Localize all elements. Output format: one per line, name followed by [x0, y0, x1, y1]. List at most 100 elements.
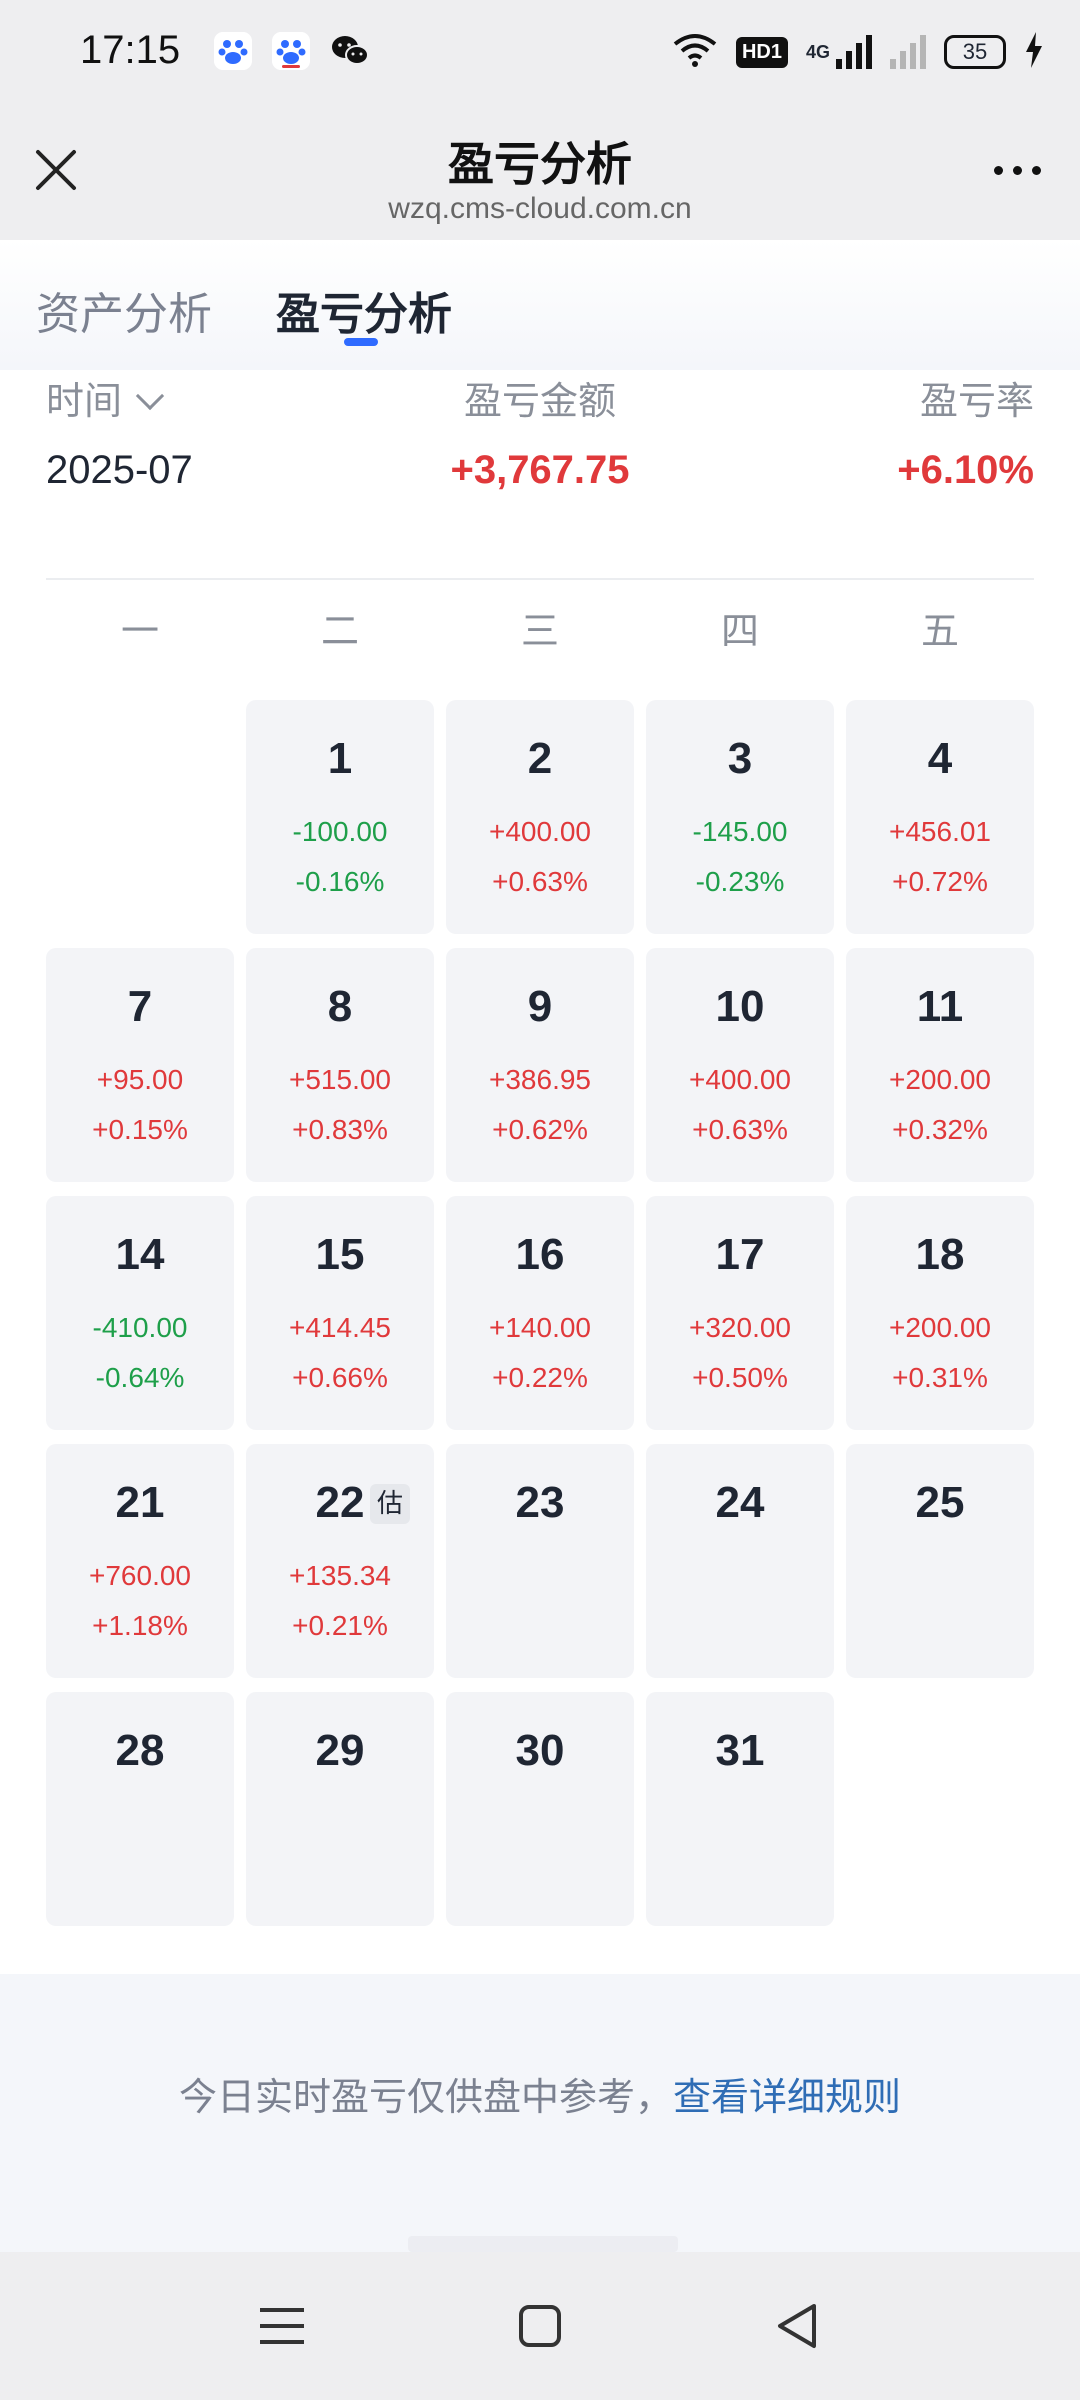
- day-pnl-rate: +0.21%: [292, 1610, 388, 1641]
- day-number: 29: [315, 1726, 365, 1775]
- day-number: 28: [115, 1726, 165, 1775]
- selected-month[interactable]: 2025-07: [46, 448, 193, 492]
- status-indicators: HD1 4G 35: [672, 30, 1044, 74]
- calendar-day-cell[interactable]: 18 +200.00 +0.31%: [846, 1196, 1034, 1430]
- home-square-icon: [519, 2305, 561, 2347]
- day-pnl-rate: +0.50%: [692, 1362, 788, 1393]
- active-tab-indicator: [344, 338, 378, 346]
- weekday-header: 一 二 三 四 五: [46, 600, 1034, 653]
- calendar-day-cell[interactable]: 29: [246, 1692, 434, 1926]
- day-pnl-amount: +200.00: [889, 1312, 991, 1343]
- day-number: 4: [927, 734, 953, 783]
- time-selector[interactable]: 时间: [46, 370, 165, 425]
- day-pnl-rate: +0.32%: [892, 1114, 988, 1145]
- calendar-day-cell[interactable]: 9 +386.95 +0.62%: [446, 948, 634, 1182]
- weekday-label: 一: [120, 609, 159, 653]
- more-options-button[interactable]: [982, 150, 1052, 190]
- day-pnl-amount: -410.00: [92, 1312, 188, 1343]
- recent-apps-button[interactable]: [252, 2296, 312, 2356]
- calendar-day-cell[interactable]: 22 估 +135.34 +0.21%: [246, 1444, 434, 1678]
- calendar-day-cell[interactable]: 23: [446, 1444, 634, 1678]
- calendar-day-cell[interactable]: 14 -410.00 -0.64%: [46, 1196, 234, 1430]
- tab-pnl-analysis[interactable]: 盈亏分析: [276, 289, 452, 340]
- calendar-day-cell[interactable]: 28: [46, 1692, 234, 1926]
- calendar-day-cell[interactable]: 7 +95.00 +0.15%: [46, 948, 234, 1182]
- pnl-summary: 时间 盈亏金额 盈亏率 2025-07 +3,767.75 +6.10%: [0, 370, 1080, 580]
- weekday-label: 二: [320, 609, 359, 653]
- divider: [46, 578, 1034, 580]
- footer-note: 今日实时盈亏仅供盘中参考，查看详细规则: [0, 2066, 1080, 2121]
- day-number: 25: [915, 1478, 965, 1527]
- calendar-day-cell[interactable]: 21 +760.00 +1.18%: [46, 1444, 234, 1678]
- battery-icon: 35: [944, 35, 1006, 69]
- day-pnl-amount: -145.00: [692, 816, 788, 847]
- day-pnl-rate: +0.83%: [292, 1114, 388, 1145]
- calendar-day-cell[interactable]: 31: [646, 1692, 834, 1926]
- calendar-day-cell[interactable]: 1 -100.00 -0.16%: [246, 700, 434, 934]
- calendar-day-cell[interactable]: 30: [446, 1692, 634, 1926]
- calendar-day-cell[interactable]: 8 +515.00 +0.83%: [246, 948, 434, 1182]
- weekday-label: 五: [920, 609, 959, 653]
- rate-label: 盈亏率: [919, 379, 1034, 423]
- total-pnl-amount: +3,767.75: [450, 448, 630, 492]
- day-pnl-rate: -0.16%: [295, 866, 385, 897]
- close-button[interactable]: [28, 142, 84, 198]
- home-button[interactable]: [510, 2296, 570, 2356]
- calendar-day-cell[interactable]: 10 +400.00 +0.63%: [646, 948, 834, 1182]
- view-rules-link[interactable]: 查看详细规则: [673, 2075, 902, 2119]
- day-number: 31: [715, 1726, 765, 1775]
- calendar-day-cell[interactable]: 4 +456.01 +0.72%: [846, 700, 1034, 934]
- tab-asset-analysis[interactable]: 资产分析: [36, 289, 212, 340]
- hd-icon: HD1: [735, 36, 788, 68]
- day-pnl-amount: +140.00: [489, 1312, 591, 1343]
- day-pnl-rate: -0.64%: [95, 1362, 185, 1393]
- day-number: 23: [515, 1478, 565, 1527]
- day-pnl-rate: +1.18%: [92, 1610, 188, 1641]
- day-number: 10: [715, 982, 765, 1031]
- calendar-day-cell[interactable]: 24: [646, 1444, 834, 1678]
- page-url: wzq.cms-cloud.com.cn: [388, 192, 692, 225]
- more-dots-icon: [993, 165, 1003, 175]
- menu-icon: [260, 2308, 304, 2344]
- day-pnl-rate: +0.63%: [492, 866, 588, 897]
- day-number: 11: [916, 982, 964, 1031]
- footer-logo-partial: [408, 2236, 678, 2252]
- day-number: 1: [327, 734, 353, 783]
- day-pnl-rate: +0.31%: [892, 1362, 988, 1393]
- day-pnl-rate: +0.66%: [292, 1362, 388, 1393]
- day-number: 2: [527, 734, 553, 783]
- calendar-day-cell[interactable]: 3 -145.00 -0.23%: [646, 700, 834, 934]
- total-pnl-rate: +6.10%: [897, 448, 1034, 492]
- time-label: 时间: [46, 379, 123, 423]
- weekday-label: 四: [720, 609, 759, 653]
- day-pnl-amount: +414.45: [289, 1312, 391, 1343]
- day-pnl-amount: +386.95: [489, 1064, 591, 1095]
- calendar-day-cell[interactable]: 11 +200.00 +0.32%: [846, 948, 1034, 1182]
- signal-icon: [890, 35, 926, 69]
- calendar-day-cell[interactable]: 16 +140.00 +0.22%: [446, 1196, 634, 1430]
- back-triangle-icon: [778, 2304, 816, 2348]
- calendar-day-cell[interactable]: 25: [846, 1444, 1034, 1678]
- day-number: 15: [315, 1230, 365, 1279]
- calendar-day-cell[interactable]: 2 +400.00 +0.63%: [446, 700, 634, 934]
- day-pnl-amount: +95.00: [96, 1064, 184, 1095]
- weekday-label: 三: [520, 609, 559, 653]
- close-icon: [36, 150, 76, 190]
- day-number: 30: [515, 1726, 565, 1775]
- calendar-day-cell[interactable]: 17 +320.00 +0.50%: [646, 1196, 834, 1430]
- baidu-app-icon: [214, 32, 252, 70]
- back-button[interactable]: [768, 2296, 828, 2356]
- tab-bar: 资产分析 盈亏分析: [0, 240, 1080, 370]
- page-title: 盈亏分析: [448, 137, 632, 191]
- wifi-icon: [672, 32, 718, 72]
- wechat-icon: [330, 32, 369, 70]
- calendar-empty-cell: [46, 700, 234, 934]
- day-pnl-amount: +515.00: [289, 1064, 391, 1095]
- day-pnl-amount: +760.00: [89, 1560, 191, 1591]
- day-number: 8: [327, 982, 353, 1031]
- calendar-day-cell[interactable]: 15 +414.45 +0.66%: [246, 1196, 434, 1430]
- day-pnl-amount: +200.00: [889, 1064, 991, 1095]
- day-number: 3: [727, 734, 753, 783]
- day-number: 9: [527, 982, 553, 1031]
- amount-label: 盈亏金额: [463, 379, 616, 423]
